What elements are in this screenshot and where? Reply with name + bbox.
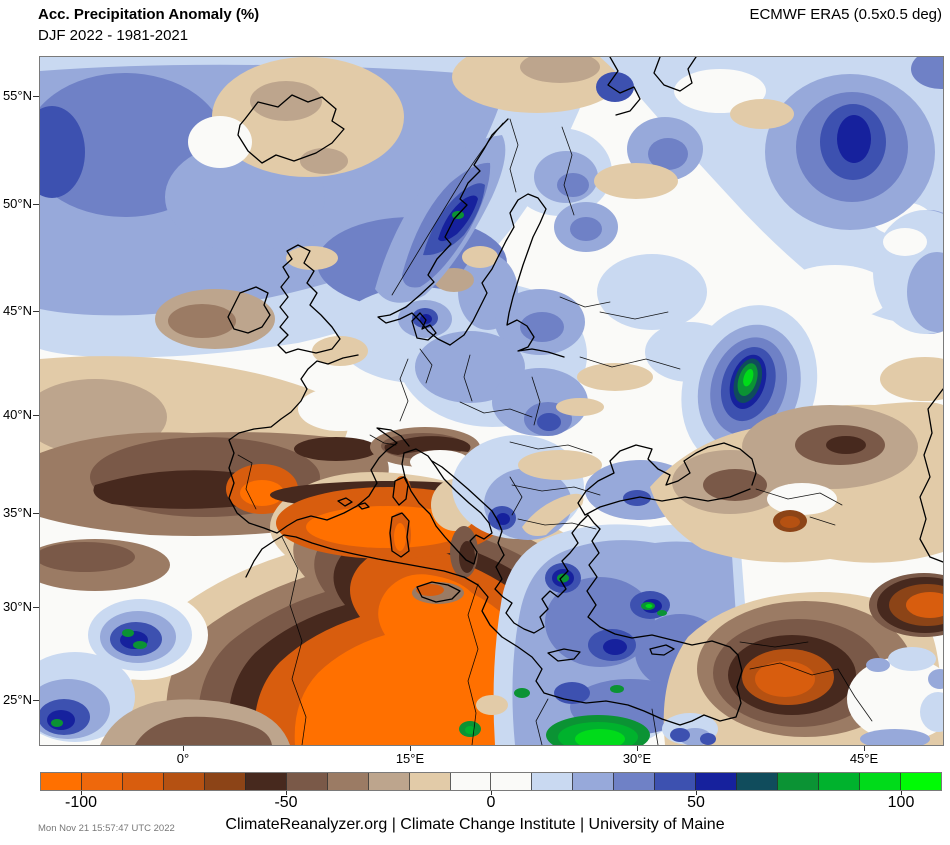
- colorbar-segment: [695, 773, 737, 790]
- colorbar-segment: [818, 773, 860, 790]
- country-borders: [237, 118, 873, 745]
- colorbar-segment: [654, 773, 696, 790]
- map-frame: [39, 56, 944, 746]
- lat-tick-label: 35°N: [2, 505, 32, 520]
- lat-tick-label: 45°N: [2, 303, 32, 318]
- colorbar-segment: [900, 773, 941, 790]
- colorbar-segment: [367, 773, 409, 790]
- colorbar-tick-label: 0: [486, 794, 496, 811]
- colorbar-segment: [285, 773, 327, 790]
- lat-tick-mark: [33, 513, 39, 514]
- colorbar-segment: [859, 773, 901, 790]
- lon-tick-mark: [864, 746, 865, 751]
- colorbar-segment: [613, 773, 655, 790]
- lon-tick-mark: [183, 746, 184, 751]
- lon-tick-mark: [410, 746, 411, 751]
- lat-tick-mark: [33, 607, 39, 608]
- colorbar-segment: [408, 773, 450, 790]
- lat-tick-mark: [33, 311, 39, 312]
- colorbar-tick-label: 100: [887, 794, 915, 811]
- page-title: Acc. Precipitation Anomaly (%): [38, 6, 260, 23]
- colorbar-tick-mark: [491, 791, 492, 795]
- lat-tick-mark: [33, 204, 39, 205]
- colorbar-segment: [80, 773, 122, 790]
- colorbar-segment: [490, 773, 532, 790]
- colorbar-tick-mark: [81, 791, 82, 795]
- lat-tick-mark: [33, 96, 39, 97]
- lon-tick-label: 45°E: [849, 751, 879, 766]
- colorbar-segment: [203, 773, 245, 790]
- lat-tick-mark: [33, 700, 39, 701]
- colorbar-segment: [736, 773, 778, 790]
- lon-tick-label: 30°E: [622, 751, 652, 766]
- attribution: ClimateReanalyzer.org | Climate Change I…: [225, 816, 725, 833]
- colorbar-segment: [572, 773, 614, 790]
- colorbar-tick-label: 50: [687, 794, 705, 811]
- colorbar-segment: [244, 773, 286, 790]
- colorbar-tick-label: -50: [274, 794, 298, 811]
- anomaly-map: [40, 57, 943, 745]
- lon-tick-label: 15°E: [395, 751, 425, 766]
- colorbar-segment: [777, 773, 819, 790]
- colorbar-tick-label: -100: [64, 794, 98, 811]
- colorbar-segment: [326, 773, 368, 790]
- coastlines: [227, 57, 943, 726]
- lon-tick-mark: [637, 746, 638, 751]
- colorbar-segment: [41, 773, 81, 790]
- lat-tick-label: 30°N: [2, 599, 32, 614]
- lat-tick-label: 40°N: [2, 407, 32, 422]
- lat-tick-mark: [33, 415, 39, 416]
- page-subtitle: DJF 2022 - 1981-2021: [38, 27, 189, 44]
- dataset-label: ECMWF ERA5 (0.5x0.5 deg): [749, 6, 942, 23]
- colorbar: [40, 772, 942, 791]
- colorbar-tick-mark: [696, 791, 697, 795]
- render-timestamp: Mon Nov 21 15:57:47 UTC 2022: [38, 823, 175, 834]
- colorbar-tick-mark: [286, 791, 287, 795]
- colorbar-tick-mark: [901, 791, 902, 795]
- colorbar-segment: [121, 773, 163, 790]
- colorbar-segment: [162, 773, 204, 790]
- lat-tick-label: 25°N: [2, 692, 32, 707]
- lon-tick-label: 0°: [176, 751, 190, 766]
- lat-tick-label: 55°N: [2, 88, 32, 103]
- lat-tick-label: 50°N: [2, 196, 32, 211]
- colorbar-segment: [449, 773, 491, 790]
- colorbar-segment: [531, 773, 573, 790]
